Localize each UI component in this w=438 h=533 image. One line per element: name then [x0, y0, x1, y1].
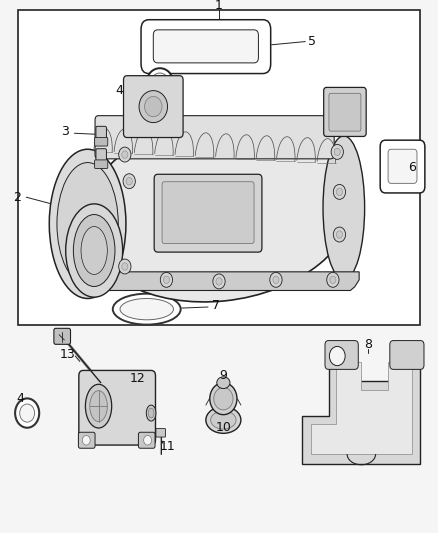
Bar: [18, 10, 420, 325]
Circle shape: [273, 276, 279, 284]
Text: 10: 10: [215, 421, 231, 434]
Circle shape: [163, 276, 170, 284]
FancyBboxPatch shape: [380, 140, 425, 193]
Circle shape: [82, 435, 90, 445]
Ellipse shape: [113, 294, 180, 325]
FancyBboxPatch shape: [325, 341, 358, 369]
Circle shape: [119, 259, 131, 274]
Circle shape: [331, 144, 343, 159]
Circle shape: [333, 184, 346, 199]
FancyBboxPatch shape: [138, 432, 155, 448]
Ellipse shape: [81, 227, 107, 274]
Polygon shape: [302, 352, 420, 464]
Ellipse shape: [211, 411, 236, 429]
Circle shape: [327, 272, 339, 287]
FancyBboxPatch shape: [141, 20, 271, 74]
Text: 11: 11: [159, 440, 175, 453]
FancyBboxPatch shape: [156, 429, 166, 437]
FancyBboxPatch shape: [54, 328, 71, 344]
Ellipse shape: [57, 163, 118, 285]
FancyBboxPatch shape: [79, 370, 155, 445]
Text: 4: 4: [115, 84, 123, 97]
Circle shape: [122, 263, 128, 270]
Circle shape: [144, 435, 152, 445]
FancyBboxPatch shape: [153, 30, 258, 63]
Ellipse shape: [85, 384, 112, 428]
Text: 12: 12: [130, 372, 146, 385]
Ellipse shape: [66, 204, 123, 297]
Ellipse shape: [214, 387, 233, 410]
Circle shape: [330, 276, 336, 284]
Text: 3: 3: [61, 125, 69, 138]
Ellipse shape: [49, 149, 126, 298]
Text: 5: 5: [308, 35, 316, 48]
Circle shape: [160, 272, 173, 287]
FancyBboxPatch shape: [390, 341, 424, 369]
Circle shape: [336, 188, 343, 196]
FancyBboxPatch shape: [329, 93, 361, 131]
Circle shape: [216, 278, 222, 285]
Ellipse shape: [120, 298, 173, 320]
Circle shape: [329, 346, 345, 366]
Circle shape: [334, 148, 340, 156]
Text: 2: 2: [14, 191, 21, 204]
Text: 4: 4: [17, 392, 25, 405]
FancyBboxPatch shape: [162, 182, 254, 244]
FancyBboxPatch shape: [78, 432, 95, 448]
Ellipse shape: [148, 408, 154, 418]
Ellipse shape: [74, 214, 115, 287]
FancyBboxPatch shape: [95, 160, 108, 168]
Polygon shape: [81, 272, 359, 290]
Text: 9: 9: [219, 369, 227, 382]
Ellipse shape: [84, 119, 354, 302]
FancyBboxPatch shape: [96, 126, 106, 143]
Circle shape: [333, 227, 346, 242]
Text: 7: 7: [212, 299, 220, 312]
Ellipse shape: [139, 91, 167, 123]
Circle shape: [123, 174, 135, 189]
Circle shape: [126, 177, 132, 185]
Ellipse shape: [323, 136, 364, 280]
FancyBboxPatch shape: [95, 138, 108, 146]
Circle shape: [336, 231, 343, 238]
Text: 13: 13: [60, 348, 76, 361]
Ellipse shape: [152, 73, 168, 89]
Ellipse shape: [90, 391, 107, 422]
Text: 8: 8: [364, 338, 372, 351]
Polygon shape: [311, 362, 412, 454]
FancyBboxPatch shape: [95, 116, 334, 159]
Circle shape: [122, 151, 128, 158]
FancyBboxPatch shape: [388, 149, 417, 183]
Ellipse shape: [145, 96, 162, 117]
Ellipse shape: [217, 377, 230, 389]
Ellipse shape: [146, 405, 156, 421]
Ellipse shape: [15, 399, 39, 427]
Ellipse shape: [210, 383, 237, 415]
Text: 6: 6: [408, 161, 416, 174]
Circle shape: [213, 274, 225, 289]
FancyBboxPatch shape: [124, 76, 183, 138]
FancyBboxPatch shape: [324, 87, 366, 136]
FancyBboxPatch shape: [96, 149, 106, 166]
Circle shape: [270, 272, 282, 287]
Ellipse shape: [206, 407, 241, 433]
Text: 1: 1: [215, 0, 223, 12]
Circle shape: [119, 147, 131, 162]
Ellipse shape: [20, 404, 35, 422]
FancyBboxPatch shape: [154, 174, 262, 252]
Ellipse shape: [147, 68, 173, 94]
